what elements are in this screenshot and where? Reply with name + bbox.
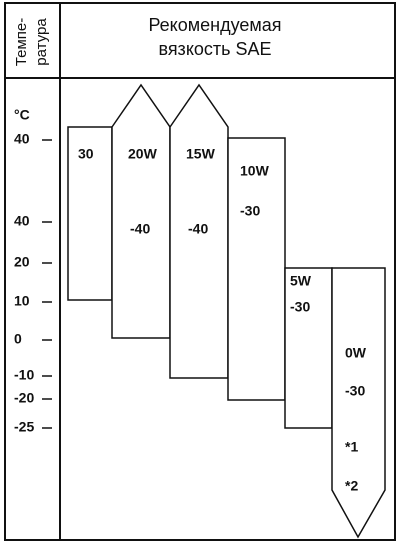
grade-min-temp: -30 — [240, 203, 260, 219]
axis-label: 20 — [14, 254, 30, 270]
frame — [4, 2, 396, 541]
grade-range — [331, 267, 386, 539]
axis-label: 40 — [14, 131, 30, 147]
grade-min-temp: -30 — [345, 383, 365, 399]
grade-min-temp: -30 — [290, 299, 310, 315]
grade-name: 15W — [186, 146, 216, 162]
grade-note: *1 — [345, 439, 358, 455]
axis-label: -10 — [14, 367, 34, 383]
title-line: Рекомендуемая — [148, 15, 281, 35]
grade-name: 0W — [345, 345, 367, 361]
title-line: вязкость SAE — [158, 39, 271, 59]
grade-min-temp: -40 — [130, 221, 150, 237]
grade-name: 5W — [290, 273, 312, 289]
axis-label: -25 — [14, 419, 34, 435]
grade-min-temp: -40 — [188, 221, 208, 237]
grade-name: 20W — [128, 146, 158, 162]
grade-range — [284, 267, 333, 429]
axis-label: 0 — [14, 331, 22, 347]
header-line: ратура — [33, 18, 50, 66]
grade-note: *2 — [345, 478, 358, 494]
axis-label: -20 — [14, 390, 34, 406]
grade-range — [111, 83, 171, 339]
temperature-header: Темпе- ратура — [13, 18, 50, 67]
grade-name: 30 — [78, 146, 94, 162]
axis-unit: °C — [14, 107, 30, 123]
axis-label: 40 — [14, 213, 30, 229]
grade-name: 10W — [240, 163, 270, 179]
axis-label: 10 — [14, 293, 30, 309]
header-line: Темпе- — [13, 18, 30, 66]
